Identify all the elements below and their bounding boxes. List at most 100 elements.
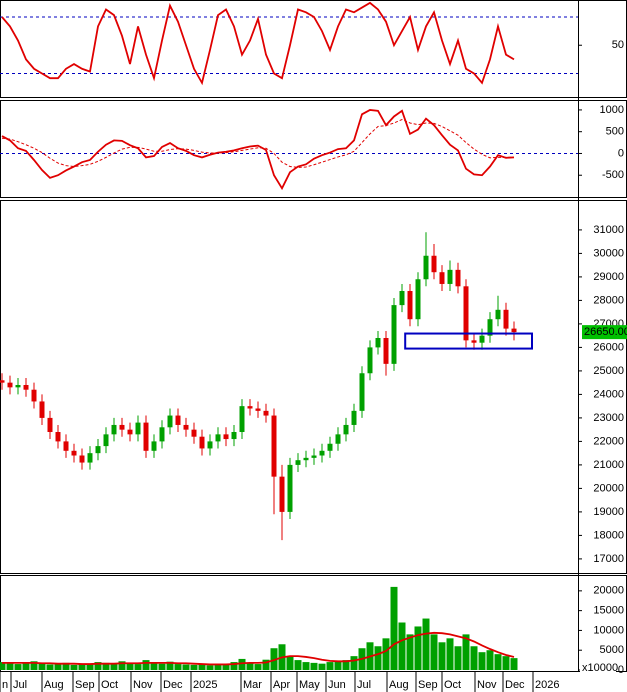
y-tick-label: 0 [618,147,624,159]
volume-bar [462,634,470,670]
candle-body [319,450,325,456]
y-tick-label: 30000 [593,247,624,259]
series-line [2,631,515,666]
volume-bar [238,658,246,670]
volume-bar [78,664,86,670]
candle-body [447,269,453,284]
candle-body [383,338,389,364]
candle-body [295,460,301,465]
volume-bar [494,654,502,670]
candle-body [15,385,21,388]
candle-body [391,305,397,364]
volume-bar [286,656,294,670]
y-tick-label: 19000 [593,506,624,518]
candle-body [303,457,309,461]
last-price-box [582,325,627,340]
candle-body [287,464,293,512]
volume-bar [262,659,270,670]
candle-body [311,455,317,458]
x-tick-label: Sep [418,679,438,691]
candle-body [375,338,381,348]
x-tick-label: Aug [44,679,64,691]
volume-bar [302,662,310,670]
x-tick-label: Dec [505,679,525,691]
candle-body [7,382,13,388]
y-tick-label: 5000 [600,644,624,656]
x-tick-label: 2026 [535,679,559,691]
volume-bar [46,664,54,670]
candle-body [71,450,77,456]
volume-bar [382,638,390,670]
y-tick-label: 23000 [593,412,624,424]
volume-bar [222,663,230,670]
y-tick-label: 17000 [593,553,624,565]
candle-body [511,328,517,333]
volume-bar [246,662,254,670]
candle-body [95,446,101,454]
x-tick-label: Mar [243,679,262,691]
candle-body [231,432,237,440]
candle-body [87,453,93,463]
candle-body [119,424,125,430]
y-tick-label: 18000 [593,529,624,541]
candle-body [503,309,509,329]
volume-bar [30,661,38,670]
candle-body [239,406,245,433]
volume-bar [126,663,134,670]
candle-body [247,406,253,409]
volume-bar [0,662,6,670]
candle-body [471,340,477,343]
candle-body [279,476,285,512]
volume-bar [158,663,166,670]
candle-body [367,347,373,374]
candle-body [455,269,461,287]
candle-body [263,410,269,416]
panel-frame [0,575,627,672]
volume-bar [342,660,350,670]
y-tick-label: 25000 [593,365,624,377]
x-tick-label: Jul [13,679,27,691]
x-tick-label: Oct [101,679,118,691]
y-tick-label: 1000 [600,104,624,116]
volume-bar [182,664,190,670]
volume-bar [486,650,494,670]
candle-body [423,255,429,280]
candle-body [0,380,5,383]
y-tick-label: 31000 [593,224,624,236]
volume-bar [310,662,318,670]
y-tick-label: 22000 [593,435,624,447]
x-tick-label: Aug [389,679,409,691]
y-tick-label: 26000 [593,341,624,353]
candle-body [407,291,413,320]
y-tick-label: 20000 [593,482,624,494]
y-tick-label: 29000 [593,271,624,283]
candle-body [191,429,197,437]
volume-bar [406,634,414,670]
volume-bar [334,661,342,670]
candle-body [215,434,221,442]
x-tick-label: Oct [444,679,461,691]
annotation-box [404,332,534,350]
y-tick-label: -500 [602,169,624,181]
candle-body [111,424,117,435]
series-line [1,118,514,168]
volume-bar [70,664,78,670]
volume-bar [294,660,302,670]
candle-body [135,422,141,435]
x-tick-label: Nov [477,679,497,691]
candle-body [431,255,437,273]
volume-bar [254,664,262,670]
y-tick-label: 21000 [593,459,624,471]
x-tick-label: Jul [357,679,371,691]
candle-body [351,410,357,425]
volume-bar [142,660,150,670]
volume-bar [230,662,238,670]
candle-body [151,441,157,451]
x-tick-label: May [299,679,320,691]
volume-bar [414,626,422,670]
volume-bar [214,664,222,670]
volume-bar [470,646,478,670]
y-tick-label: 28000 [593,294,624,306]
y-tick-label: 24000 [593,388,624,400]
